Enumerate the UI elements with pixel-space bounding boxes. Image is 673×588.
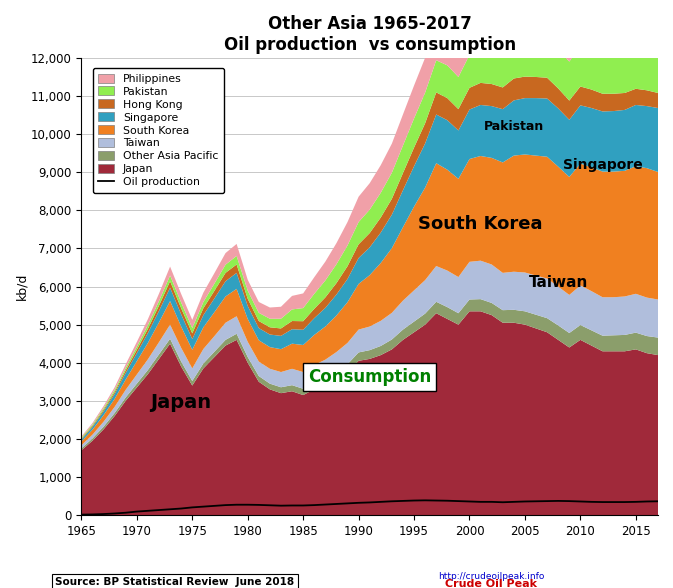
Oil production <box>410 497 418 504</box>
Text: South Korea: South Korea <box>419 215 543 233</box>
Oil production <box>233 501 241 508</box>
Text: Source: BP Statistical Review  June 2018: Source: BP Statistical Review June 2018 <box>55 577 295 587</box>
Line: Oil production: Oil production <box>81 500 658 514</box>
Title: Other Asia 1965-2017
Oil production  vs consumption: Other Asia 1965-2017 Oil production vs c… <box>223 15 516 54</box>
Oil production <box>454 497 462 505</box>
Oil production <box>432 497 440 504</box>
Oil production <box>654 498 662 505</box>
Text: http://crudeoilpeak.info: http://crudeoilpeak.info <box>438 572 544 581</box>
Text: Consumption: Consumption <box>308 368 431 386</box>
Oil production <box>532 498 540 505</box>
Text: Japan: Japan <box>151 393 212 412</box>
Oil production <box>77 511 85 518</box>
Text: Taiwan: Taiwan <box>528 275 588 289</box>
Text: Pakistan: Pakistan <box>484 121 544 133</box>
Oil production <box>421 497 429 504</box>
Oil production <box>598 499 606 506</box>
Legend: Philippines, Pakistan, Hong Kong, Singapore, South Korea, Taiwan, Other Asia Pac: Philippines, Pakistan, Hong Kong, Singap… <box>93 68 223 193</box>
Y-axis label: kb/d: kb/d <box>15 273 28 300</box>
Text: Crude Oil Peak: Crude Oil Peak <box>446 579 537 588</box>
Text: Singapore: Singapore <box>563 158 643 172</box>
